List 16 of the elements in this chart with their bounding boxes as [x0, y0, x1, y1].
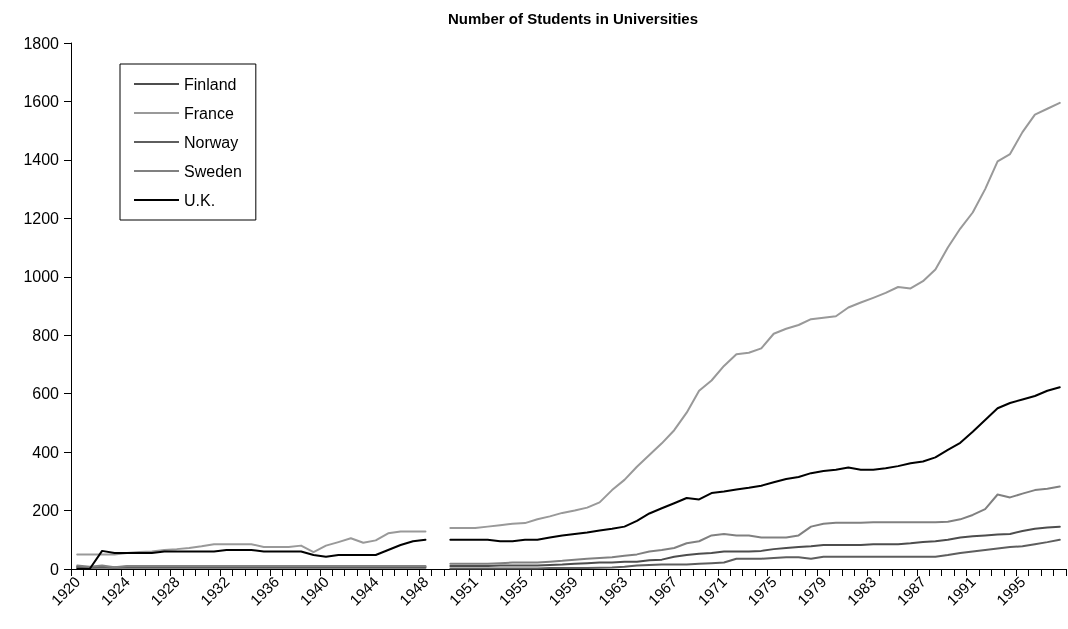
chart-title: Number of Students in Universities [447, 10, 699, 27]
y-tick-label: 1800 [23, 34, 60, 52]
legend-label: Finland [184, 75, 237, 93]
y-tick-label: 1400 [23, 151, 60, 169]
legend-label: Norway [184, 133, 239, 151]
y-tick-label: 400 [32, 443, 60, 461]
legend-label: U.K. [184, 191, 216, 209]
y-tick-label: 800 [32, 326, 60, 344]
y-tick-label: 1200 [23, 209, 60, 227]
y-tick-label: 200 [32, 502, 60, 520]
y-tick-label: 0 [50, 560, 60, 578]
legend-label: France [184, 104, 234, 122]
y-tick-label: 600 [32, 385, 60, 403]
legend-label: Sweden [184, 162, 242, 180]
y-tick-label: 1600 [23, 92, 60, 110]
y-tick-label: 1000 [23, 268, 60, 286]
